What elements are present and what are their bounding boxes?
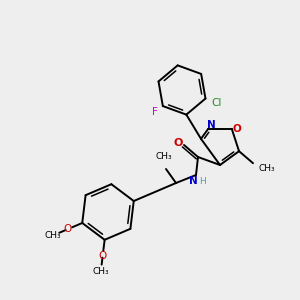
Text: O: O bbox=[232, 124, 241, 134]
Text: CH₃: CH₃ bbox=[44, 231, 61, 240]
Text: CH₃: CH₃ bbox=[258, 164, 274, 173]
Text: O: O bbox=[173, 138, 183, 148]
Text: N: N bbox=[207, 120, 216, 130]
Text: Cl: Cl bbox=[212, 98, 222, 108]
Text: O: O bbox=[99, 251, 107, 261]
Text: F: F bbox=[152, 107, 158, 118]
Text: CH₃: CH₃ bbox=[92, 267, 109, 276]
Text: O: O bbox=[63, 224, 72, 234]
Text: N: N bbox=[189, 176, 197, 186]
Text: H: H bbox=[199, 176, 206, 185]
Text: CH₃: CH₃ bbox=[156, 152, 172, 161]
